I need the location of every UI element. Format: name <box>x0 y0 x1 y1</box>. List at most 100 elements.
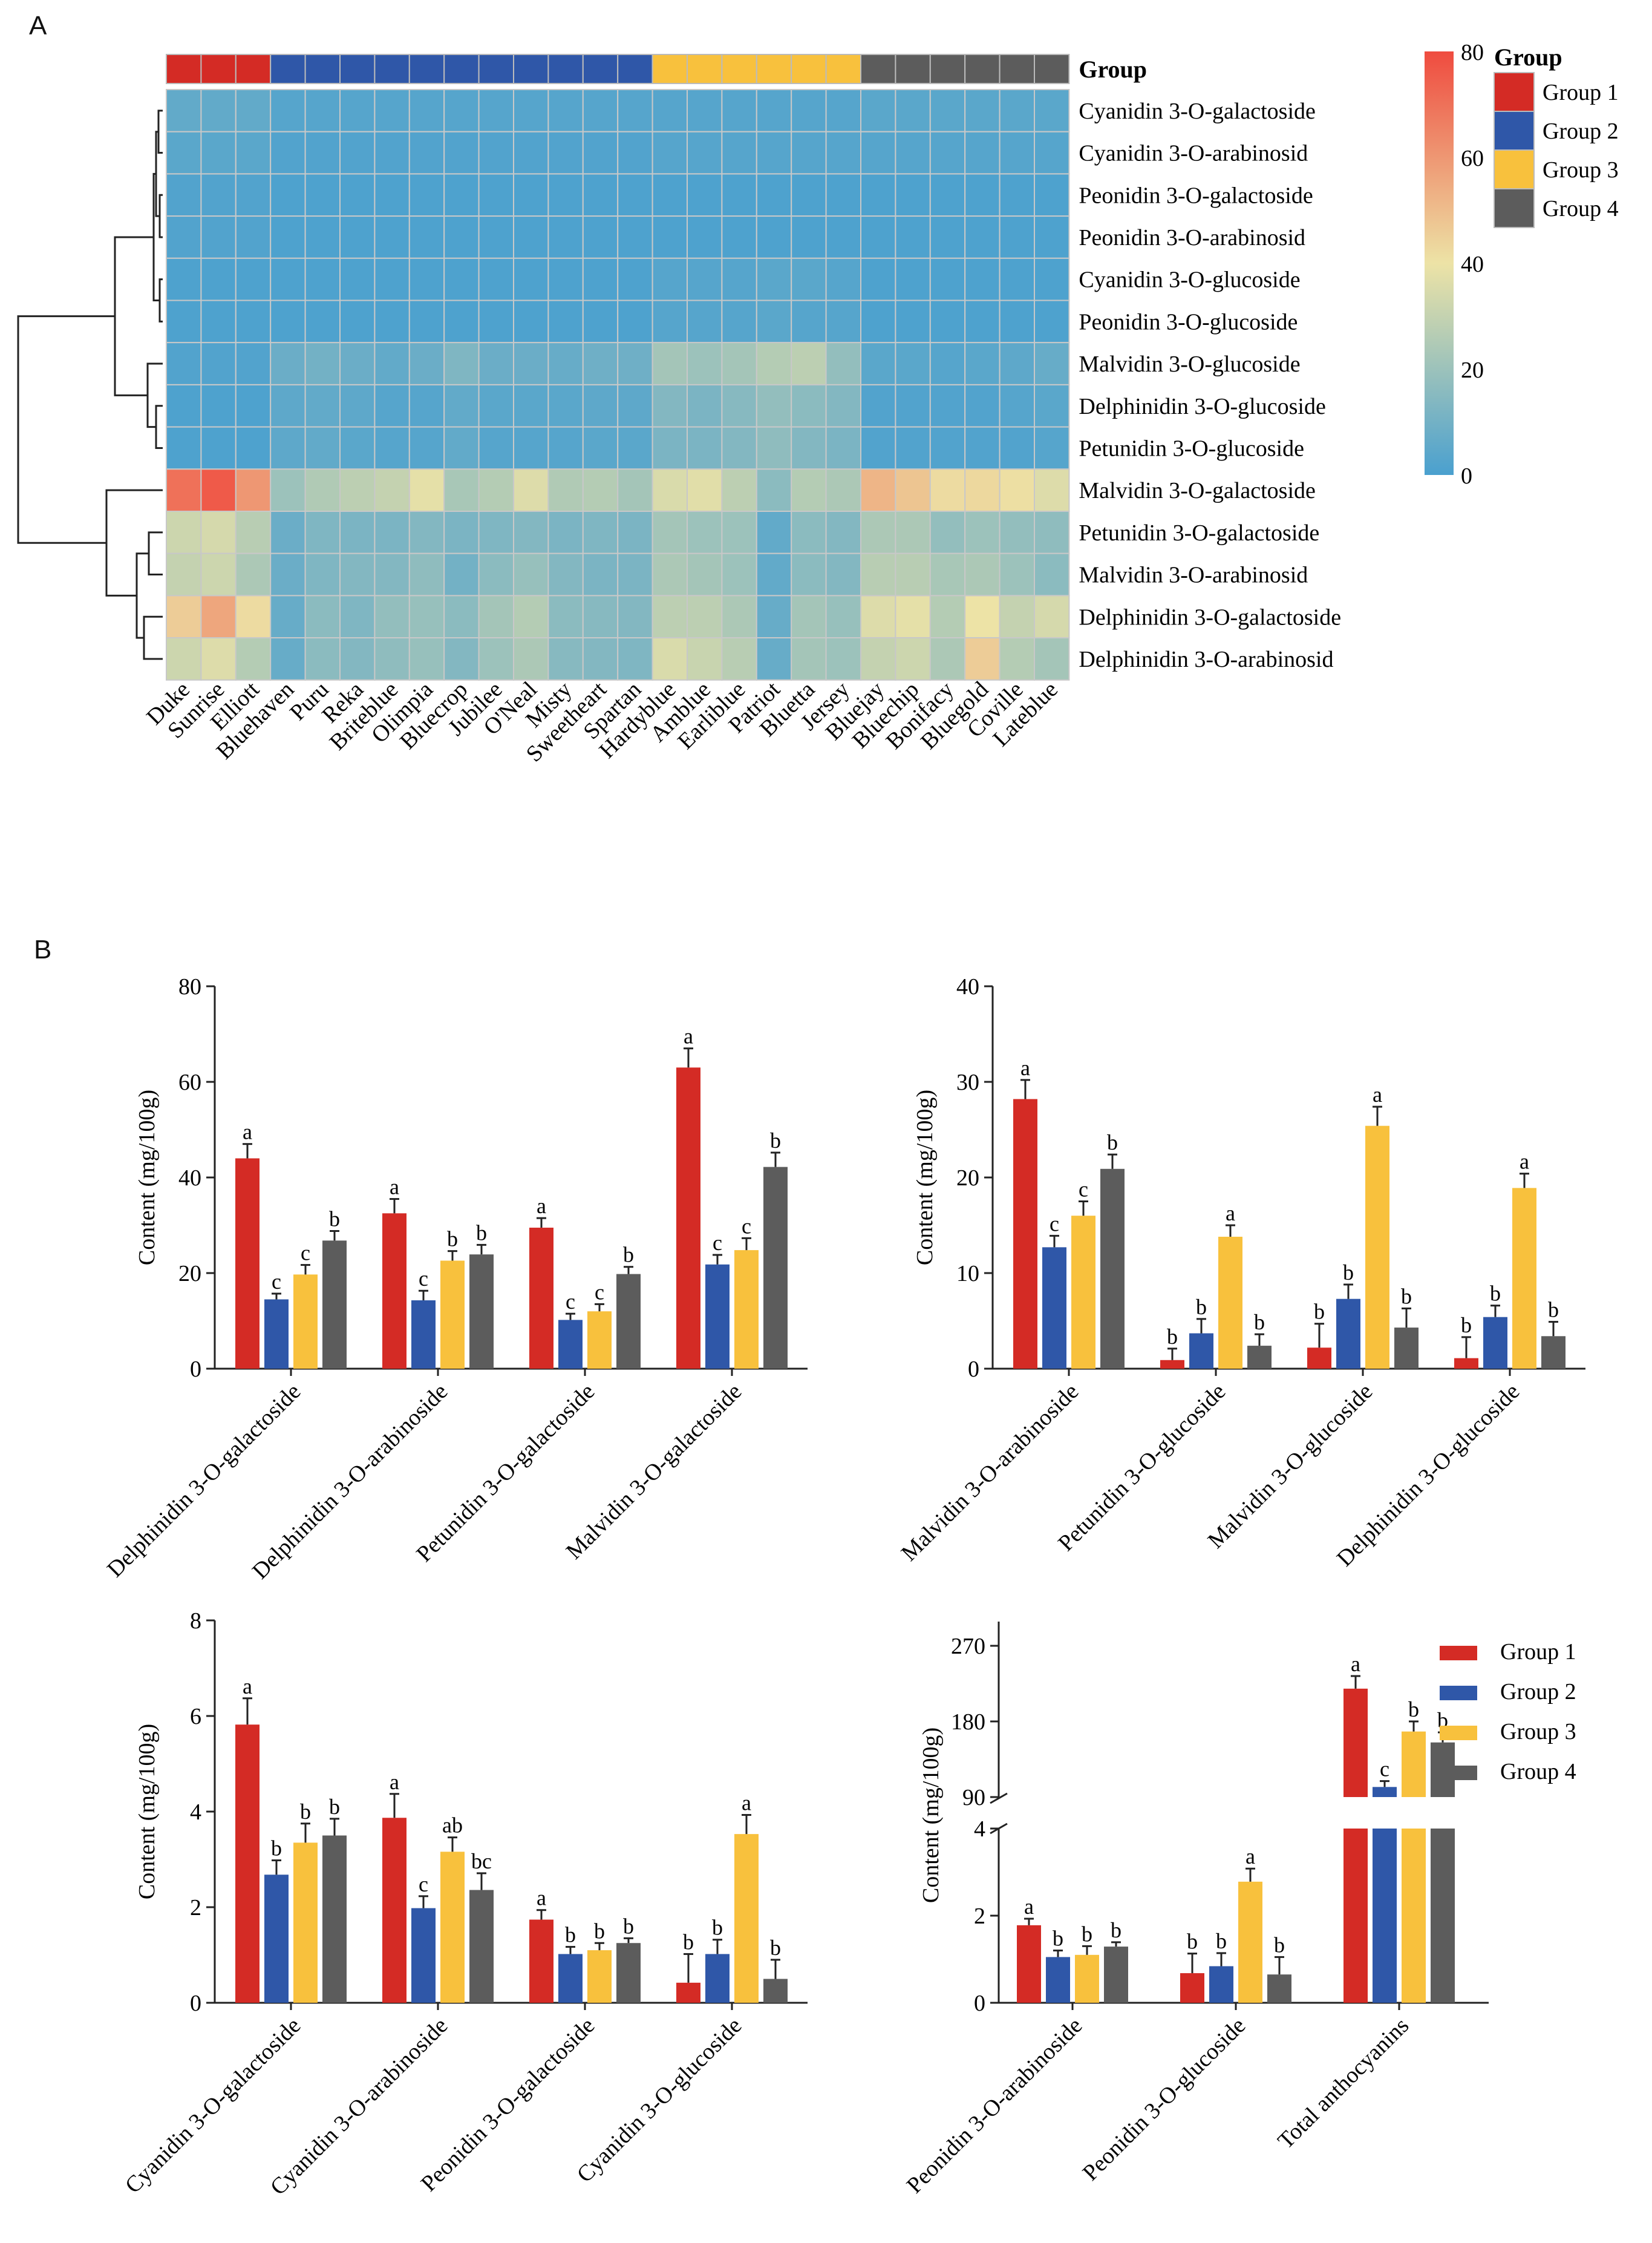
y-tick-label: 270 <box>951 1634 985 1659</box>
significance-letter: b <box>770 1128 781 1153</box>
heatmap-cell <box>651 552 688 597</box>
heatmap-cell <box>999 215 1035 259</box>
heatmap-cell <box>443 595 480 639</box>
group-annotation-cell <box>721 54 757 84</box>
x-tick-label: Cyanidin 3-O-glucoside <box>572 2013 747 2188</box>
heatmap-cell <box>339 426 376 470</box>
heatmap-cell <box>582 215 619 259</box>
heatmap-cell <box>547 384 584 428</box>
dendrogram-link <box>135 552 149 639</box>
heatmap-cell <box>270 637 306 681</box>
group-annotation-cell <box>270 54 306 84</box>
heatmap-cell <box>617 511 653 554</box>
heatmap-cell <box>756 215 792 259</box>
group-annotation-cell <box>1034 54 1070 84</box>
bar <box>587 1950 612 2003</box>
significance-letter: c <box>301 1241 310 1265</box>
heatmap-cell <box>791 173 827 217</box>
y-tick-label: 0 <box>190 1357 201 1382</box>
heatmap-cell <box>235 552 272 597</box>
heatmap-cell <box>443 215 480 259</box>
heatmap-cell <box>860 552 896 597</box>
heatmap-cell <box>513 511 549 554</box>
heatmap-cell <box>651 300 688 344</box>
significance-letter: b <box>1548 1298 1559 1322</box>
y-tick-label: 20 <box>178 1261 201 1286</box>
heatmap-cell <box>964 215 1001 259</box>
heatmap-cell <box>929 342 966 385</box>
heatmap-cell <box>999 342 1035 385</box>
heatmap-cell <box>270 426 306 470</box>
bar <box>1104 1947 1128 2003</box>
heatmap-cell <box>1034 215 1070 259</box>
heatmap-cell <box>270 384 306 428</box>
heatmap-cell <box>999 511 1035 554</box>
heatmap-cell <box>547 637 584 681</box>
heatmap-cell <box>582 552 619 597</box>
heatmap-cell <box>547 468 584 512</box>
significance-letter: c <box>566 1289 575 1314</box>
heatmap-cell <box>582 595 619 639</box>
heatmap-cell <box>895 637 931 681</box>
heatmap-cell <box>582 257 619 301</box>
heatmap-cell <box>235 426 272 470</box>
heatmap-cell <box>999 637 1035 681</box>
legend-swatch <box>1440 1646 1477 1660</box>
heatmap-cell <box>513 468 549 512</box>
bar <box>1267 1974 1291 2003</box>
heatmap-cell <box>374 89 410 133</box>
heatmap-cell <box>582 637 619 681</box>
heatmap-cell <box>478 257 514 301</box>
heatmap-cell <box>999 595 1035 639</box>
significance-letter: b <box>1408 1697 1419 1721</box>
heatmap-cell <box>929 215 966 259</box>
bar <box>1189 1333 1213 1369</box>
dendrogram-link <box>158 278 163 323</box>
heatmap-cell <box>200 215 237 259</box>
significance-letter: b <box>1461 1313 1472 1337</box>
bar <box>587 1311 612 1369</box>
y-axis-title: Content (mg/100g) <box>134 1090 160 1265</box>
significance-letter: c <box>742 1214 751 1238</box>
heatmap-cell <box>964 426 1001 470</box>
heatmap-cell <box>478 89 514 133</box>
group-annotation-cell <box>304 54 341 84</box>
bar <box>1042 1247 1066 1369</box>
heatmap-cell <box>617 257 653 301</box>
significance-letter: b <box>1216 1929 1227 1953</box>
y-axis-title: Content (mg/100g) <box>134 1724 160 1899</box>
heatmap-cell <box>513 595 549 639</box>
heatmap-cell <box>166 552 202 597</box>
heatmap-cell <box>374 173 410 217</box>
heatmap-cell <box>547 173 584 217</box>
heatmap-cell <box>687 426 723 470</box>
heatmap-cell <box>929 426 966 470</box>
group-annotation-cell <box>964 54 1001 84</box>
heatmap-cell <box>791 468 827 512</box>
bar <box>616 1943 641 2003</box>
heatmap-cell <box>999 257 1035 301</box>
bar <box>558 1320 583 1369</box>
heatmap-row-label: Peonidin 3-O-glucoside <box>1079 309 1298 335</box>
heatmap-cell <box>235 89 272 133</box>
heatmap-cell <box>547 595 584 639</box>
group-annotation-cell <box>478 54 514 84</box>
heatmap-cell <box>651 595 688 639</box>
heatmap-cell <box>443 257 480 301</box>
group-annotation-cell <box>825 54 861 84</box>
significance-letter: c <box>1079 1177 1088 1202</box>
heatmap-cell <box>860 595 896 639</box>
bar <box>469 1890 494 2003</box>
heatmap-cell <box>825 173 861 217</box>
dendrogram-link <box>105 489 163 597</box>
legend-label: Group 4 <box>1500 1759 1576 1784</box>
heatmap-cell <box>687 257 723 301</box>
heatmap-cell <box>270 595 306 639</box>
heatmap-cell <box>374 215 410 259</box>
heatmap-cell <box>582 173 619 217</box>
heatmap-cell <box>617 468 653 512</box>
heatmap-cell <box>825 595 861 639</box>
heatmap-cell <box>895 426 931 470</box>
heatmap-cell <box>374 552 410 597</box>
